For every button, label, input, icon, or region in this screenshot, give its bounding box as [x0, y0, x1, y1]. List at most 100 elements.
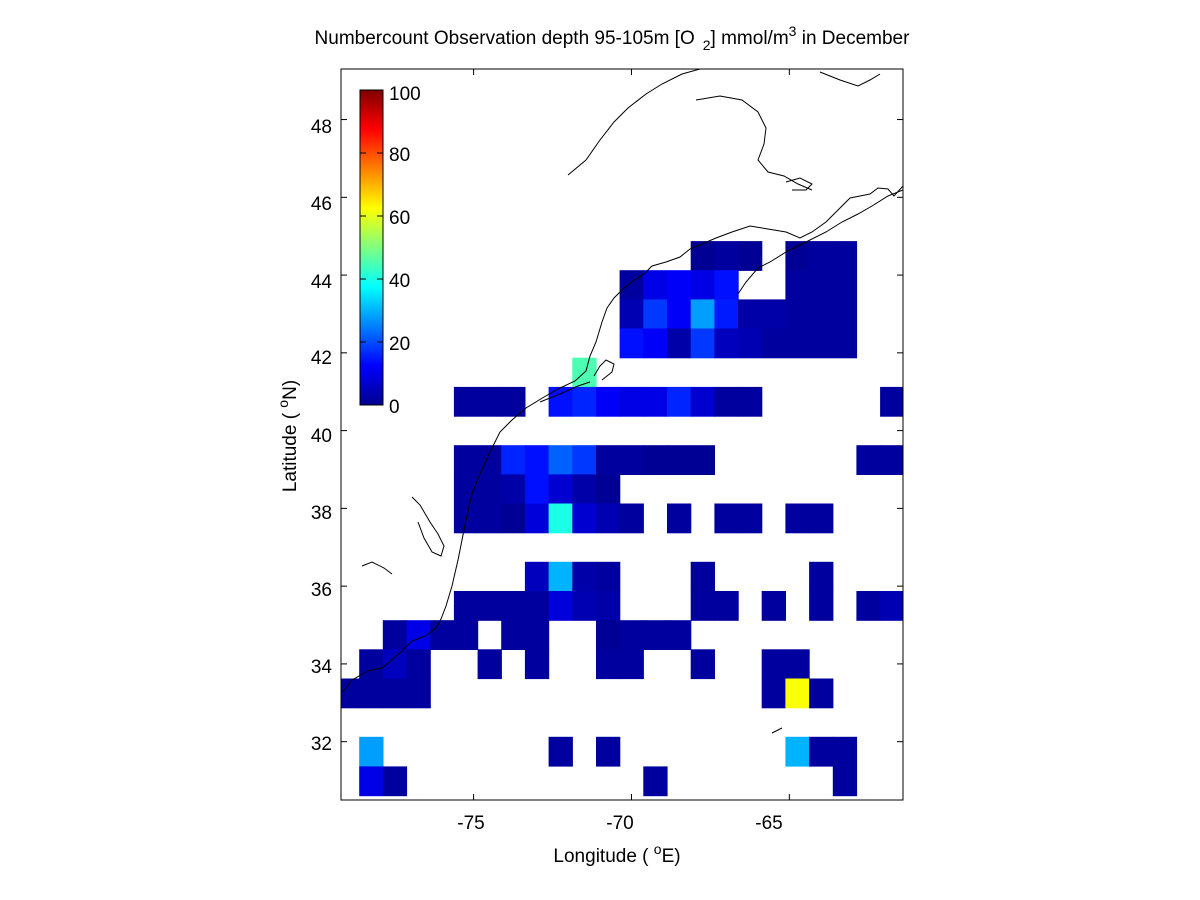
- heatmap-cell: [572, 445, 597, 475]
- heatmap-cell: [738, 299, 763, 330]
- heatmap-cell: [809, 591, 834, 621]
- y-tick-label: 32: [311, 734, 332, 755]
- title-mid: ] mmol/m: [711, 28, 789, 49]
- y-tick-label: 46: [311, 194, 332, 215]
- heatmap-cell: [477, 591, 502, 621]
- coastline-pei: [785, 177, 813, 191]
- heatmap-cell: [619, 328, 644, 359]
- heatmap-cell: [738, 386, 763, 417]
- heatmap-cell: [690, 649, 715, 680]
- heatmap-cell: [548, 561, 573, 592]
- y-tick-label: 40: [311, 426, 332, 447]
- coastline-bermuda: [771, 727, 783, 734]
- heatmap-cell: [477, 474, 502, 505]
- heatmap-cell: [453, 474, 479, 505]
- colorbar-ticks: [360, 152, 383, 343]
- coastline-nc-sounds: [361, 561, 393, 575]
- heatmap-cell: [832, 766, 858, 797]
- coastline-us-east: [342, 185, 903, 693]
- heatmap-cell: [785, 678, 810, 709]
- heatmap-cell: [785, 328, 810, 359]
- heatmap-cell: [667, 328, 692, 359]
- heatmap-cell: [785, 270, 810, 300]
- heatmap-cell: [548, 445, 573, 475]
- heatmap-cell: [501, 445, 526, 475]
- y-tick-label: 44: [311, 272, 333, 293]
- heatmap-cell: [548, 591, 573, 621]
- title-superscript: 3: [789, 23, 797, 39]
- heatmap-cell: [809, 241, 834, 271]
- heatmap-cell: [832, 270, 858, 300]
- heatmap-cell: [809, 561, 834, 592]
- heatmap-cell: [761, 328, 786, 359]
- heatmap-cell: [667, 503, 692, 534]
- colorbar-tick-label: 100: [389, 84, 421, 105]
- x-tick-labels: -75 -70 -65: [457, 813, 782, 834]
- heatmap-cell: [809, 328, 834, 359]
- heatmap-cell: [785, 649, 810, 680]
- heatmap-cell: [738, 328, 763, 359]
- coastline-delmarva: [411, 496, 445, 557]
- heatmap-cell: [359, 649, 384, 680]
- heatmap-cell: [406, 678, 431, 709]
- coastline-nova-scotia: [737, 189, 903, 295]
- heatmap-cell: [714, 299, 739, 330]
- heatmap-cell: [690, 445, 715, 475]
- heatmap-cell: [548, 386, 573, 417]
- heatmap-cell: [382, 678, 408, 709]
- plot-area: [340, 68, 904, 801]
- colorbar: 0 20 40 60 80 100: [359, 84, 421, 418]
- heatmap-cell: [667, 445, 692, 475]
- heatmap-cell: [690, 299, 715, 330]
- title-subscript: 2: [703, 37, 711, 53]
- x-axis-label: Longitude ( oE): [553, 841, 680, 867]
- heatmap-cell: [382, 766, 408, 797]
- heatmap-cell: [809, 270, 834, 300]
- heatmap-cell: [714, 503, 739, 534]
- heatmap-cell: [785, 299, 810, 330]
- heatmap-cell: [667, 299, 692, 330]
- heatmap-cell: [714, 591, 739, 621]
- colorbar-tick-labels: 0 20 40 60 80 100: [389, 84, 421, 418]
- coastline-gulf-stlawrence: [567, 69, 701, 176]
- heatmap-cell: [714, 328, 739, 359]
- coastline-newfoundland-hint: [819, 71, 881, 87]
- heatmap-cell: [832, 736, 858, 767]
- heatmap-cell: [453, 386, 479, 417]
- heatmap-cell: [809, 736, 834, 767]
- y-tick-label: 34: [311, 657, 333, 678]
- heatmap-cell: [619, 386, 644, 417]
- heatmap-cell: [359, 678, 384, 709]
- heatmap-cell: [406, 620, 431, 650]
- heatmap-cells: [341, 241, 903, 797]
- axes-frame: [340, 68, 904, 801]
- heatmap-cell: [643, 766, 668, 797]
- heatmap-cell: [643, 328, 668, 359]
- heatmap-cell: [714, 270, 739, 300]
- heatmap-cell: [572, 474, 597, 505]
- heatmap-cell: [453, 445, 479, 475]
- heatmap-cell: [880, 591, 903, 621]
- y-axis-label: Latitude ( oN): [275, 380, 301, 492]
- heatmap-cell: [501, 474, 526, 505]
- x-tick-label: -70: [606, 813, 633, 834]
- heatmap-cell: [596, 591, 621, 621]
- chart-title: Numbercount Observation depth 95-105m [O…: [315, 23, 911, 53]
- y-tick-label: 48: [311, 117, 332, 138]
- heatmap-cell: [359, 766, 384, 797]
- heatmap-cell: [596, 386, 621, 417]
- heatmap-cell: [690, 328, 715, 359]
- heatmap-cell: [477, 503, 502, 534]
- heatmap-cell: [477, 649, 502, 680]
- heatmap-cell: [832, 241, 858, 271]
- heatmap-cell: [359, 736, 384, 767]
- heatmap-cell: [690, 386, 715, 417]
- colorbar-tick-label: 80: [389, 145, 410, 166]
- heatmap-cell: [785, 241, 810, 271]
- colorbar-tick-label: 0: [389, 397, 400, 418]
- heatmap-cell: [619, 503, 644, 534]
- heatmap-cell: [738, 241, 763, 271]
- heatmap-cell: [548, 474, 573, 505]
- heatmap-cell: [690, 561, 715, 592]
- title-end: in December: [796, 28, 910, 49]
